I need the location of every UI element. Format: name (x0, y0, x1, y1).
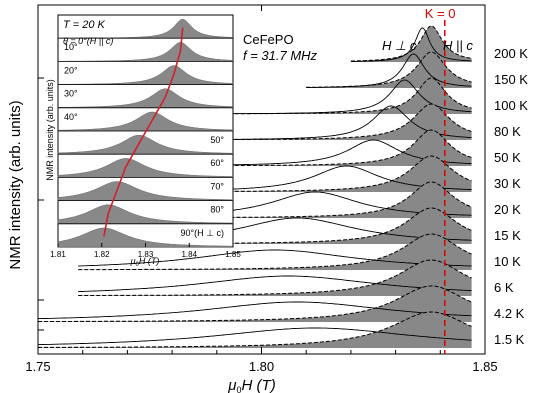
main-y-axis-title: NMR intensity (arb. units) (7, 100, 24, 269)
temperature-label: 150 K (494, 72, 528, 87)
series-line-par (216, 155, 472, 192)
k0-label: K = 0 (425, 6, 456, 21)
x-title-rest: H (T) (242, 377, 276, 393)
series-fill-par (216, 130, 472, 166)
inset-spectrum (57, 158, 234, 178)
inset-spectrum (57, 227, 234, 248)
temperature-label: 80 K (494, 124, 521, 139)
temperature-label: 100 K (494, 98, 528, 113)
series-fill-par (216, 78, 472, 114)
series-line-perp (37, 301, 472, 320)
series-line-par (38, 311, 472, 348)
x-tick-label: 1.75 (25, 359, 50, 374)
series-line-perp (78, 249, 472, 267)
inset-angle-label: 20° (64, 65, 78, 75)
series-fill-par (216, 104, 472, 140)
inset-x-axis-title: μ0H (T) (130, 256, 160, 268)
inset-x-tick-label: 1.83 (138, 250, 154, 259)
inset-angle-label: 50° (210, 135, 224, 145)
inset-angle-label: 70° (210, 181, 224, 191)
temperature-label: 1.5 K (494, 332, 525, 347)
series-line-par (350, 25, 472, 62)
inset-temperature: T = 20 K (63, 19, 106, 31)
series-fill-par (350, 26, 472, 62)
series-line-par (38, 285, 472, 322)
series-line-perp (350, 27, 472, 62)
inset-angle-label: 30° (64, 89, 78, 99)
series-fill-par (38, 312, 472, 348)
main-x-ticks: 1.75 1.80 1.85 (25, 5, 498, 374)
peak-trajectory-curve (103, 27, 184, 237)
series-fill-par (194, 182, 472, 218)
inset-angle-label: 10° (64, 42, 78, 52)
inset-spectrum (57, 204, 234, 225)
series-line-par (216, 129, 472, 167)
inset-x-ticks: 1.81 1.82 1.83 1.84 1.85 (50, 243, 241, 259)
inset-y-axis-title: NMR intensity (arb. units) (45, 79, 55, 181)
inset-spectrum (57, 65, 234, 85)
series-fill-par (216, 156, 472, 192)
series-line-perp (38, 327, 472, 346)
x-tick-label: 1.85 (472, 359, 497, 374)
inset-x-title-mu: μ (130, 256, 136, 266)
sample-name: CeFePO (243, 32, 294, 47)
inset-spectrum (57, 181, 234, 201)
inset-spectrum (57, 111, 234, 132)
inset-spectra: 10° 20° 30° 40° 50° 60° 70° 80° 90°(H ⊥ c) θ = 0°… (57, 18, 234, 248)
inset-x-tick-label: 1.82 (94, 250, 110, 259)
temperature-label: 20 K (494, 202, 521, 217)
series-line-par (78, 259, 472, 296)
temperature-label: 4.2 K (494, 306, 525, 321)
inset-x-tick-label: 1.84 (181, 250, 197, 259)
inset-angle-label: 80° (210, 205, 224, 215)
inset-x-title-sub: 0 (136, 262, 140, 268)
temperature-label: 15 K (494, 228, 521, 243)
inset-spectrum (57, 134, 234, 155)
series-fill-par (78, 234, 472, 270)
inset-x-tick-label: 1.81 (50, 250, 66, 259)
series-line-perp (78, 275, 472, 293)
series-fill-par (38, 286, 472, 322)
series-fill-par (78, 260, 472, 296)
inset-angle-label: 60° (210, 158, 224, 168)
main-x-axis-title: μ0H (T) (227, 377, 275, 393)
x-tick-label: 1.80 (249, 359, 274, 374)
x-title-sub: 0 (237, 385, 242, 393)
temperature-label: 200 K (494, 46, 528, 61)
inset-angle-label: 40° (64, 112, 78, 122)
temperature-label: 10 K (494, 254, 521, 269)
temperature-label: 50 K (494, 150, 521, 165)
main-spectra (37, 25, 472, 348)
series-line-par (78, 233, 472, 271)
inset-theta-label: θ = 0°(H || c) (63, 36, 113, 46)
temperature-label: 6 K (494, 280, 514, 295)
frequency-label: f = 31.7 MHz (243, 48, 318, 63)
temperature-labels: 200 K 150 K 100 K 80 K 50 K 30 K 20 K 15 K 10 K 6… (494, 46, 528, 347)
inset-x-tick-label: 1.85 (225, 250, 241, 259)
series-line-perp (216, 79, 472, 115)
perp-orientation-label: H ⊥ c (382, 38, 417, 53)
series-line-par (194, 181, 472, 218)
inset-spectrum (57, 88, 234, 109)
temperature-label: 30 K (494, 176, 521, 191)
inset-x-title-rest: H (T) (139, 256, 160, 266)
inset-angle-label: 90°(H ⊥ c) (181, 228, 224, 238)
par-orientation-label: H || c (443, 38, 473, 53)
x-title-mu: μ (227, 377, 236, 393)
